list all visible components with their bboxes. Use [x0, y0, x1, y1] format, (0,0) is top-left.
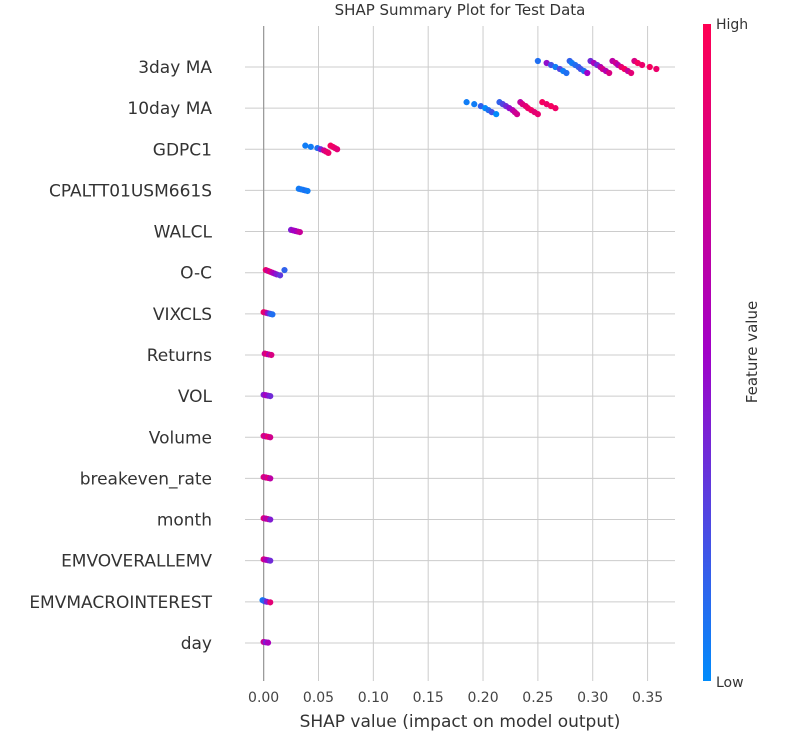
- x-tick-label: 0.10: [358, 690, 389, 706]
- chart-title: SHAP Summary Plot for Test Data: [335, 1, 586, 19]
- feature-label: breakeven_rate: [80, 469, 212, 489]
- shap-point: [307, 143, 314, 150]
- shap-point: [267, 393, 274, 400]
- shap-point: [267, 557, 274, 564]
- shap-point: [296, 229, 303, 236]
- shap-point: [563, 69, 570, 77]
- feature-label: 3day MA: [138, 58, 212, 78]
- feature-label: Returns: [147, 346, 212, 366]
- shap-point: [264, 639, 272, 646]
- shap-point: [552, 105, 559, 112]
- shap-point: [646, 63, 653, 71]
- feature-label: EMVMACROINTEREST: [29, 593, 212, 613]
- x-axis-title: SHAP value (impact on model output): [300, 712, 621, 732]
- feature-label: Volume: [149, 428, 212, 448]
- shap-point: [267, 599, 274, 606]
- shap-point: [268, 351, 275, 359]
- shap-point: [628, 69, 635, 77]
- shap-point: [267, 516, 274, 523]
- colorbar-high-label: High: [716, 17, 748, 33]
- feature-label: EMVOVERALLEMV: [61, 552, 212, 572]
- shap-point: [334, 146, 341, 153]
- colorbar: [703, 24, 711, 681]
- shap-point: [302, 142, 309, 149]
- x-tick-label: 0.00: [248, 690, 279, 706]
- shap-point: [513, 111, 521, 118]
- data-points: [259, 57, 660, 646]
- shap-point: [653, 65, 660, 73]
- feature-label: O-C: [180, 264, 212, 284]
- feature-label: day: [181, 634, 212, 654]
- feature-label: VOL: [178, 387, 213, 407]
- shap-point: [267, 434, 274, 441]
- shap-point: [471, 101, 478, 108]
- shap-point: [606, 69, 613, 77]
- vertical-gridlines: [263, 26, 649, 681]
- x-tick-label: 0.35: [632, 690, 663, 706]
- feature-labels: 3day MA 10day MA GDPC1 CPALTT01USM661S WALCL…: [29, 58, 212, 654]
- colorbar-low-label: Low: [716, 675, 744, 691]
- feature-label: month: [157, 511, 212, 531]
- shap-point: [463, 99, 470, 106]
- shap-point: [277, 272, 284, 279]
- shap-point: [281, 266, 288, 274]
- x-tick-label: 0.25: [522, 690, 553, 706]
- feature-label: 10day MA: [127, 99, 212, 119]
- feature-label: CPALTT01USM661S: [49, 181, 212, 201]
- feature-label: VIXCLS: [153, 305, 212, 325]
- shap-point: [534, 57, 541, 65]
- feature-label: GDPC1: [153, 140, 212, 160]
- shap-point: [269, 311, 276, 318]
- x-tick-label: 0.20: [467, 690, 498, 706]
- x-tick-label: 0.05: [303, 690, 334, 706]
- x-tick-labels: 0.00 0.05 0.10 0.15 0.20 0.25 0.30 0.35: [248, 690, 663, 706]
- shap-point: [267, 475, 274, 482]
- x-tick-label: 0.15: [413, 690, 444, 706]
- shap-point: [493, 111, 500, 118]
- shap-point: [325, 149, 332, 157]
- shap-point: [534, 111, 541, 118]
- colorbar-title: Feature value: [743, 301, 761, 403]
- shap-point: [584, 69, 591, 77]
- shap-point: [304, 187, 311, 195]
- x-tick-label: 0.30: [577, 690, 608, 706]
- shap-point: [638, 61, 646, 69]
- feature-label: WALCL: [154, 223, 213, 243]
